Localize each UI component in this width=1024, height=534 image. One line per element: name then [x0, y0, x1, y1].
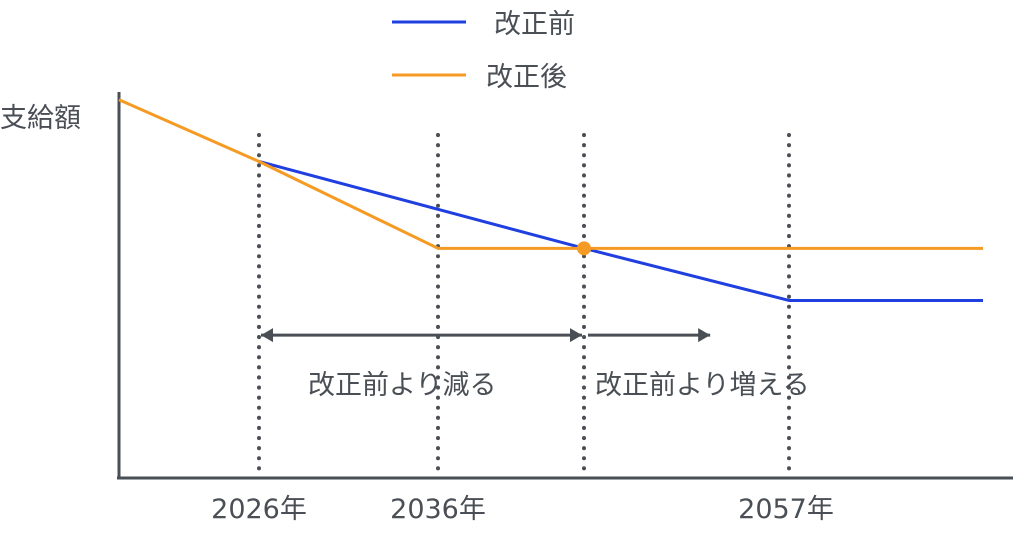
arrow-increase-head-right: [698, 328, 711, 343]
legend-label-after: 改正後: [486, 62, 567, 93]
y-axis-label: 支給額: [0, 103, 81, 134]
series-line-before: [258, 160, 983, 302]
arrow-decrease-head-right: [570, 328, 582, 343]
crossover-point: [577, 241, 591, 256]
legend-label-before: 改正前: [494, 9, 575, 40]
x-tick-label-2036: 2036年: [390, 494, 486, 525]
series-line-after: [118, 98, 983, 250]
arrow-decrease-head-left: [261, 328, 273, 343]
annotation-decrease: 改正前より減る: [308, 370, 496, 401]
vertical-guides: [257, 133, 791, 472]
annotations: 改正前より減る 改正前より増える: [261, 328, 810, 401]
legend: 改正前 改正後: [392, 9, 575, 93]
annotation-increase: 改正前より増える: [595, 370, 810, 401]
x-tick-label-2057: 2057年: [738, 494, 834, 525]
x-tick-label-2026: 2026年: [211, 494, 307, 525]
